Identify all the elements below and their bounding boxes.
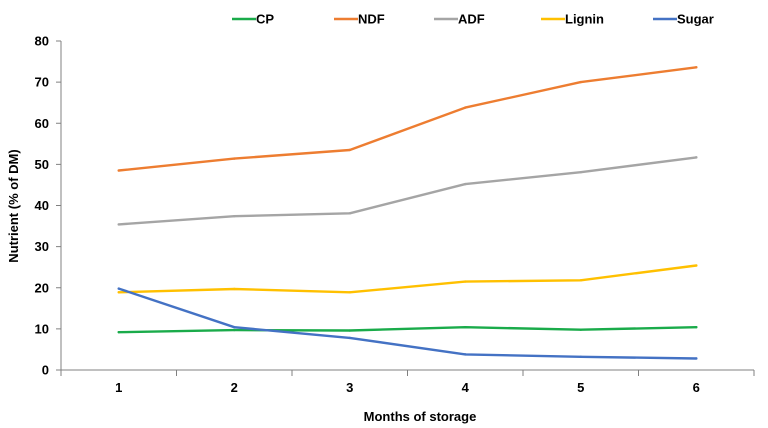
data-point-sugar (579, 355, 582, 359)
data-point-ndf (348, 148, 351, 152)
series-line-lignin (117, 264, 698, 294)
legend-label-ndf: NDF (358, 12, 385, 27)
y-tick-label: 0 (42, 363, 49, 378)
plot-area: 0 10 20 30 40 50 60 70 80 1 2 3 4 5 6 (35, 34, 755, 395)
data-point-cp (695, 326, 698, 329)
data-point-lignin (464, 280, 467, 283)
data-point-ndf (579, 80, 582, 84)
data-point-ndf (117, 169, 120, 172)
y-tick-label: 50 (35, 157, 49, 172)
series-line-sugar (117, 287, 698, 360)
data-point-lignin (579, 279, 582, 282)
y-axis-title: Nutrient (% of DM) (6, 149, 21, 262)
legend: CP NDF ADF Lignin Sugar (232, 12, 714, 27)
x-tick-label: 1 (115, 380, 122, 395)
data-point-sugar (695, 357, 698, 360)
series-line-ndf (117, 66, 698, 172)
data-point-cp (117, 330, 120, 334)
x-tick-label: 4 (462, 380, 470, 395)
series-line-adf (117, 156, 698, 226)
data-point-sugar (464, 353, 467, 356)
data-point-sugar (348, 336, 351, 340)
y-tick-label: 20 (35, 280, 49, 295)
data-point-adf (348, 212, 351, 215)
data-point-lignin (117, 291, 120, 294)
y-tick-label: 80 (35, 34, 49, 49)
data-point-cp (579, 328, 582, 331)
x-tick-label: 6 (693, 380, 700, 395)
data-point-cp (348, 329, 351, 332)
data-point-sugar (117, 287, 120, 290)
data-point-lignin (348, 291, 351, 294)
legend-label-lignin: Lignin (565, 12, 604, 27)
x-tick-label: 5 (577, 380, 584, 395)
legend-label-adf: ADF (458, 12, 485, 27)
y-tick-label: 60 (35, 116, 49, 131)
y-tick-label: 10 (35, 321, 49, 336)
data-point-ndf (464, 106, 467, 109)
series-line-cp (117, 326, 698, 334)
data-point-ndf (233, 157, 236, 160)
data-point-cp (464, 326, 467, 329)
y-tick-label: 30 (35, 239, 49, 254)
data-point-lignin (695, 264, 698, 267)
data-point-adf (695, 156, 698, 159)
data-point-sugar (233, 326, 236, 329)
data-point-cp (233, 328, 236, 332)
legend-label-sugar: Sugar (677, 12, 714, 27)
data-point-adf (579, 170, 582, 174)
data-point-lignin (233, 287, 236, 291)
x-tick-label: 3 (346, 380, 353, 395)
x-axis-title: Months of storage (364, 409, 477, 424)
y-tick-label: 70 (35, 75, 49, 90)
data-point-ndf (695, 66, 698, 69)
data-point-adf (233, 214, 236, 218)
legend-label-cp: CP (256, 12, 274, 27)
data-point-adf (464, 182, 467, 186)
y-tick-label: 40 (35, 198, 49, 213)
x-tick-label: 2 (231, 380, 238, 395)
data-point-adf (117, 223, 120, 226)
